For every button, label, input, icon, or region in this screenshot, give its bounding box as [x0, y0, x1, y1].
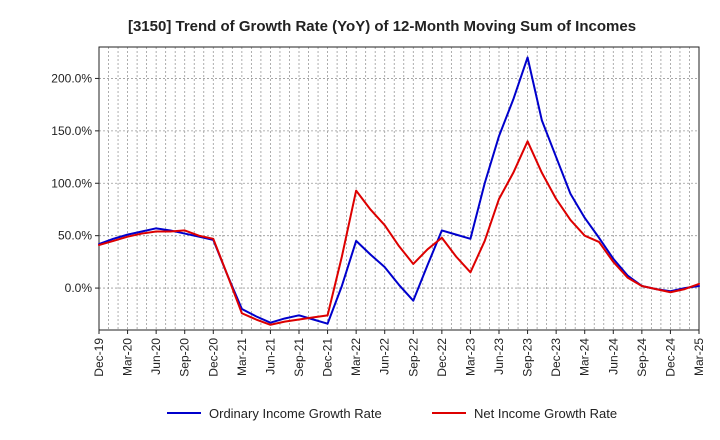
series-line-net-income — [98, 140, 700, 326]
x-tick-label: Sep-21 — [292, 338, 306, 377]
grid-layer — [98, 47, 700, 330]
y-axis: 0.0% 50.0% 100.0% 150.0% 200.0% — [51, 71, 99, 295]
y-tick-label: 200.0% — [51, 71, 92, 85]
x-tick-label: Sep-24 — [635, 338, 649, 377]
x-tick-label: Dec-20 — [206, 338, 220, 377]
series-line-ordinary-income — [98, 56, 700, 325]
x-tick-label: Sep-20 — [178, 338, 192, 377]
x-tick-label: Mar-23 — [463, 338, 477, 376]
plot-area-frame — [98, 46, 700, 331]
x-tick-label: Sep-23 — [521, 338, 535, 377]
x-axis: Dec-19 Mar-20 Jun-20 Sep-20 Dec-20 Mar-21 Jun-… — [92, 330, 706, 377]
y-tick-label: 50.0% — [58, 229, 92, 243]
x-tick-label: Dec-23 — [549, 338, 563, 377]
x-tick-label: Jun-24 — [606, 338, 620, 375]
x-tick-label: Mar-20 — [121, 338, 135, 376]
x-tick-label: Dec-22 — [435, 338, 449, 377]
x-tick-label: Mar-24 — [578, 338, 592, 376]
legend: Ordinary Income Growth Rate Net Income G… — [167, 406, 617, 421]
x-tick-label: Mar-21 — [235, 338, 249, 376]
legend-label-ordinary: Ordinary Income Growth Rate — [209, 406, 382, 421]
chart-title: [3150] Trend of Growth Rate (YoY) of 12-… — [128, 18, 636, 35]
x-tick-label: Jun-23 — [492, 338, 506, 375]
y-tick-label: 0.0% — [65, 281, 93, 295]
x-tick-label: Dec-21 — [321, 338, 335, 377]
x-tick-label: Sep-22 — [406, 338, 420, 377]
legend-label-net: Net Income Growth Rate — [474, 406, 617, 421]
x-tick-label: Mar-22 — [349, 338, 363, 376]
x-tick-label: Jun-20 — [149, 338, 163, 375]
x-tick-label: Dec-19 — [92, 338, 106, 377]
y-tick-label: 150.0% — [51, 124, 92, 138]
x-tick-label: Mar-25 — [692, 338, 706, 376]
x-tick-label: Dec-24 — [663, 338, 677, 377]
x-tick-label: Jun-22 — [378, 338, 392, 375]
series-layer — [98, 56, 700, 326]
y-tick-label: 100.0% — [51, 176, 92, 190]
x-tick-label: Jun-21 — [263, 338, 277, 375]
